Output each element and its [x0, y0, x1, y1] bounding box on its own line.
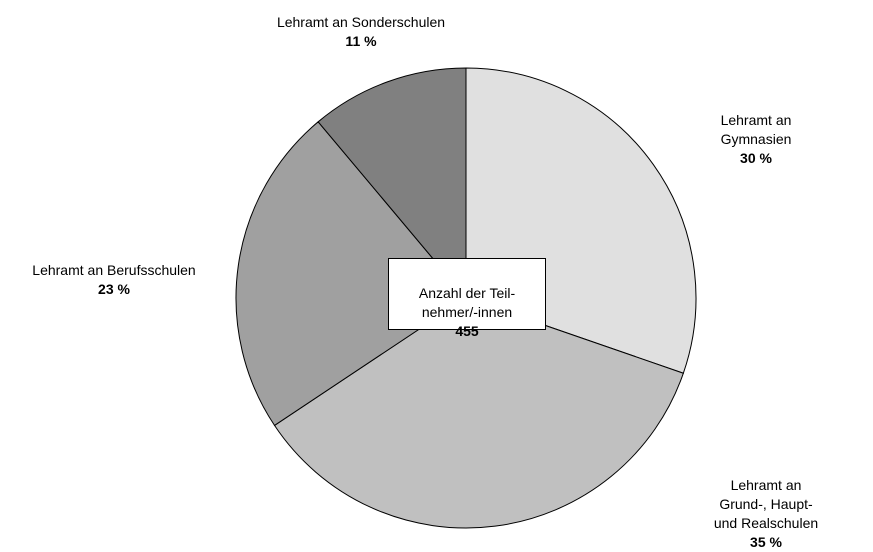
slice-label: Lehramt an Gymnasien 30 % [698, 111, 815, 168]
total-value: 455 [455, 323, 479, 339]
category-label: Lehramt an Grund-, Haupt- und Realschule… [713, 477, 819, 531]
slice-label: Lehramt an Grund-, Haupt- und Realschule… [713, 476, 820, 552]
slice-label: Lehramt an Sonderschulen 11 % [277, 13, 445, 51]
total-label: Anzahl der Teil- nehmer/-innen [418, 285, 516, 320]
pie-slice [235, 121, 467, 427]
category-label: Lehramt an Gymnasien [720, 112, 792, 147]
category-label: Lehramt an Sonderschulen [276, 14, 446, 30]
value-label: 30 % [740, 150, 772, 166]
slice-label: Lehramt an Berufsschulen 23 % [32, 261, 195, 299]
value-label: 35 % [750, 534, 782, 550]
value-label: 11 % [345, 33, 377, 49]
total-box: Anzahl der Teil- nehmer/-innen 455 [388, 258, 546, 339]
pie-slice [317, 67, 467, 300]
value-label: 23 % [98, 281, 130, 297]
pie-slice [273, 297, 684, 529]
chart: Lehramt an Gymnasien 30 % Lehramt an Grund… [32, 13, 818, 550]
category-label: Lehramt an Berufsschulen [32, 262, 196, 278]
